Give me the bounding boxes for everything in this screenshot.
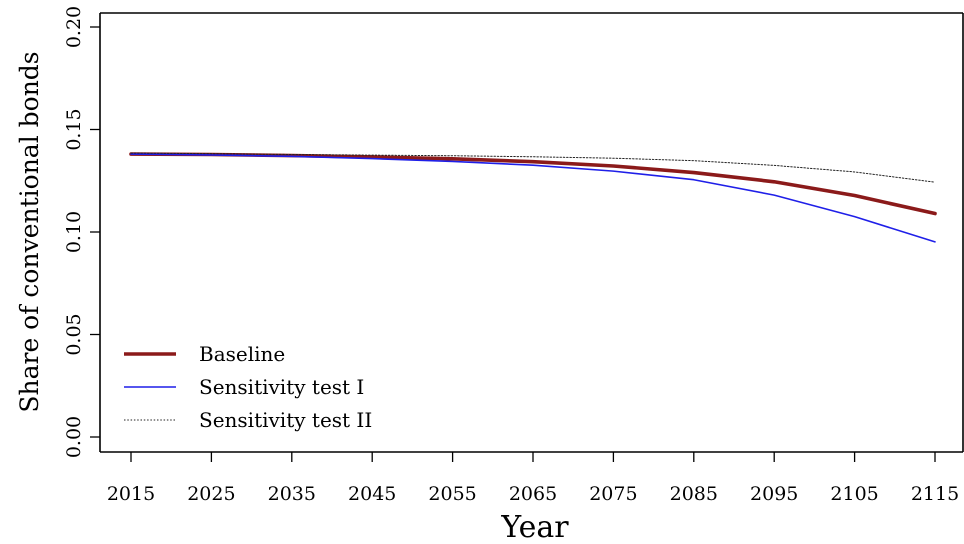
legend-label: Baseline xyxy=(199,342,285,366)
x-tick-label: 2115 xyxy=(911,483,959,505)
x-tick-label: 2085 xyxy=(670,483,718,505)
series-line-3 xyxy=(130,152,936,183)
y-tick-label: 0.15 xyxy=(63,108,85,150)
x-tick-label: 2055 xyxy=(428,483,476,505)
y-tick-label: 0.00 xyxy=(63,416,85,458)
x-tick-label: 2095 xyxy=(750,483,798,505)
x-tick-label: 2025 xyxy=(187,483,235,505)
x-tick-label: 2075 xyxy=(589,483,637,505)
y-tick-label: 0.05 xyxy=(63,313,85,355)
x-axis: 2015 2025 2035 2045 2055 2065 2075 2085 2095 2105… xyxy=(107,452,959,505)
y-axis: 0.00 0.05 0.10 0.15 0.20 xyxy=(63,6,100,458)
series-line-1 xyxy=(129,152,937,216)
x-tick-label: 2065 xyxy=(509,483,557,505)
x-tick-label: 2105 xyxy=(830,483,878,505)
y-tick-label: 0.10 xyxy=(63,211,85,253)
x-tick-label: 2015 xyxy=(107,483,155,505)
series-line-2 xyxy=(130,153,936,243)
x-tick-label: 2045 xyxy=(348,483,396,505)
x-tick-label: 2035 xyxy=(268,483,316,505)
legend: Baseline Sensitivity test I Sensitivity te… xyxy=(124,342,372,432)
y-axis-title: Share of conventional bonds xyxy=(15,51,44,412)
legend-label: Sensitivity test I xyxy=(199,375,364,399)
series-group xyxy=(129,152,937,243)
y-tick-label: 0.20 xyxy=(63,6,85,48)
legend-label: Sensitivity test II xyxy=(199,408,372,432)
x-axis-title: Year xyxy=(500,510,569,544)
plot-area xyxy=(99,12,964,453)
